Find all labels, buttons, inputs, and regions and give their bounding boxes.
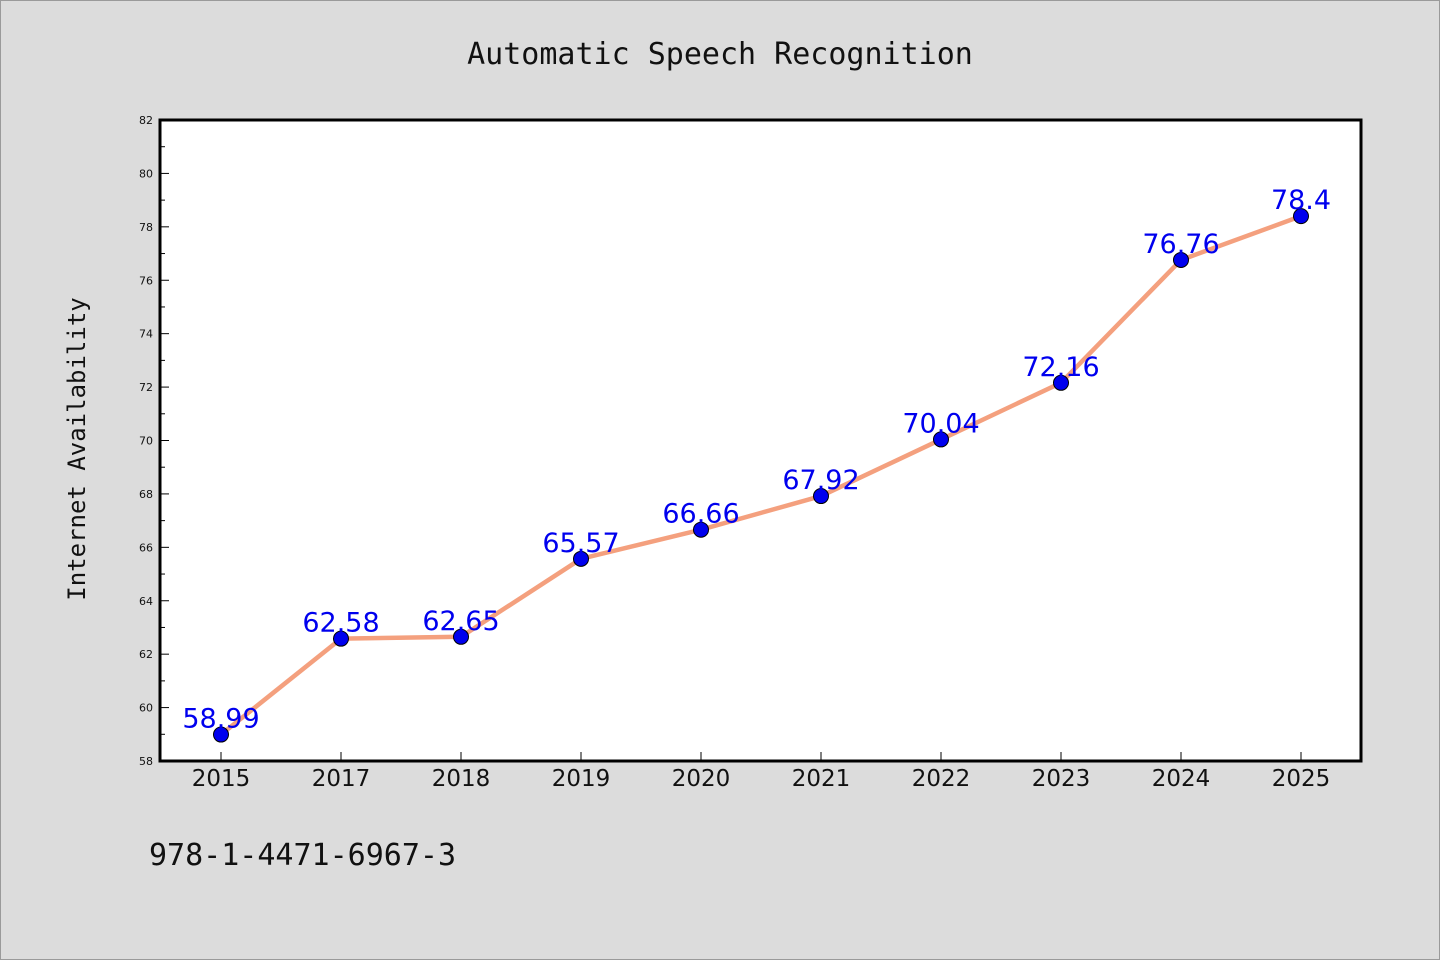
data-label: 66.66 — [662, 499, 739, 530]
x-tick-label: 2021 — [792, 766, 851, 792]
data-point-marker — [933, 431, 949, 448]
data-point-marker — [213, 726, 229, 743]
x-axis-ticks: 2015 2017 2018 2019 2020 2021 2022 2023 2024 2025 — [192, 752, 1331, 792]
data-point-marker — [693, 521, 709, 538]
data-point-marker — [813, 488, 829, 505]
y-tick-label: 66 — [139, 541, 153, 554]
data-point-marker — [1053, 374, 1069, 391]
data-label: 67.92 — [782, 465, 859, 496]
y-axis-label: Internet Availability — [63, 297, 91, 600]
chart-title: Automatic Speech Recognition — [467, 37, 973, 72]
data-label: 70.04 — [902, 408, 979, 439]
y-tick-label: 60 — [139, 702, 153, 715]
data-label: 78.4 — [1271, 185, 1331, 216]
x-tick-label: 2019 — [552, 766, 611, 792]
y-tick-label: 68 — [139, 488, 153, 501]
y-tick-label: 82 — [139, 114, 153, 127]
data-point-marker — [333, 630, 349, 647]
series-layer — [213, 208, 1309, 743]
x-tick-label: 2015 — [192, 766, 251, 792]
data-label: 62.58 — [302, 608, 379, 639]
x-tick-label: 2025 — [1272, 766, 1331, 792]
y-tick-label: 64 — [139, 595, 153, 608]
data-label: 76.76 — [1142, 229, 1219, 260]
plot-area — [158, 118, 1363, 763]
y-tick-label: 62 — [139, 648, 153, 661]
isbn-text: 978-1-4471-6967-3 — [149, 838, 456, 873]
y-tick-label: 70 — [139, 435, 153, 448]
y-tick-label: 80 — [139, 167, 153, 180]
x-tick-label: 2020 — [672, 766, 731, 792]
x-tick-label: 2017 — [312, 766, 371, 792]
x-tick-label: 2023 — [1032, 766, 1091, 792]
data-point-marker — [1293, 208, 1309, 225]
x-tick-label: 2018 — [432, 766, 491, 792]
y-tick-label: 78 — [139, 221, 153, 234]
data-label: 58.99 — [182, 704, 259, 735]
data-point-marker — [1173, 251, 1189, 268]
data-label: 62.65 — [422, 606, 499, 637]
series-line — [218, 213, 1304, 737]
x-tick-label: 2022 — [912, 766, 971, 792]
y-tick-label: 58 — [139, 755, 153, 768]
data-point-marker — [573, 550, 589, 567]
y-tick-label: 74 — [139, 328, 153, 341]
data-labels-layer: 58.99 62.58 62.65 65.57 66.66 67.92 70.04 72.16… — [182, 185, 1331, 734]
data-point-marker — [453, 628, 469, 645]
y-tick-label: 72 — [139, 381, 153, 394]
data-label: 65.57 — [542, 528, 619, 559]
data-label: 72.16 — [1022, 352, 1099, 383]
y-axis-ticks: 58 60 62 64 66 68 70 72 74 76 78 80 82 — [139, 114, 169, 768]
x-tick-label: 2024 — [1152, 766, 1211, 792]
y-tick-label: 76 — [139, 274, 153, 287]
